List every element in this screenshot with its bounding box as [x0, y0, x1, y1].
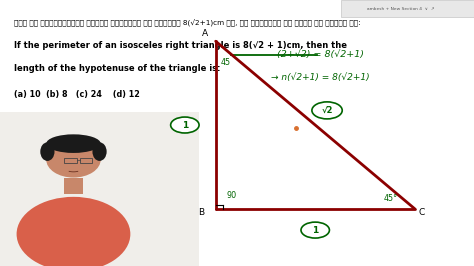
Text: ambesh + New Section 4  ∨  ↗: ambesh + New Section 4 ∨ ↗ [367, 7, 435, 11]
Text: → n(√2+1) = 8(√2+1): → n(√2+1) = 8(√2+1) [271, 73, 370, 82]
Text: 1: 1 [182, 120, 188, 130]
Text: length of the hypotenuse of the triangle is:: length of the hypotenuse of the triangle… [14, 64, 221, 73]
Bar [0, 112, 199, 266]
Text: 45°: 45° [384, 194, 398, 203]
Text: (2+√2) = 8(√2+1): (2+√2) = 8(√2+1) [277, 50, 365, 59]
Ellipse shape [40, 142, 55, 161]
Text: 1: 1 [312, 226, 319, 235]
Text: यदि एक समद्विबाहु समकोण त्रिभुज का परिमाप 8(√2+1)cm है, तो त्रिभुज के कर्ण की लं: यदि एक समद्विबाहु समकोण त्रिभुज का परिमा… [14, 20, 361, 27]
Text: √2: √2 [321, 106, 333, 115]
Circle shape [171, 117, 199, 133]
Text: 45: 45 [220, 58, 230, 67]
Text: B: B [198, 209, 204, 218]
Text: 90: 90 [226, 191, 236, 200]
Ellipse shape [46, 134, 100, 153]
Ellipse shape [92, 142, 107, 161]
Bar [64, 158, 77, 163]
Bar [80, 158, 92, 163]
Bar [341, 0, 474, 17]
Ellipse shape [17, 197, 130, 266]
Circle shape [301, 222, 329, 238]
Circle shape [312, 102, 342, 119]
Text: A: A [201, 29, 208, 38]
Ellipse shape [46, 142, 100, 178]
Text: C: C [419, 209, 425, 218]
Text: If the perimeter of an isosceles right triangle is 8(√2 + 1)cm, then the: If the perimeter of an isosceles right t… [14, 41, 347, 50]
Bar [64, 178, 83, 194]
Text: (a) 10  (b) 8   (c) 24    (d) 12: (a) 10 (b) 8 (c) 24 (d) 12 [14, 90, 140, 99]
